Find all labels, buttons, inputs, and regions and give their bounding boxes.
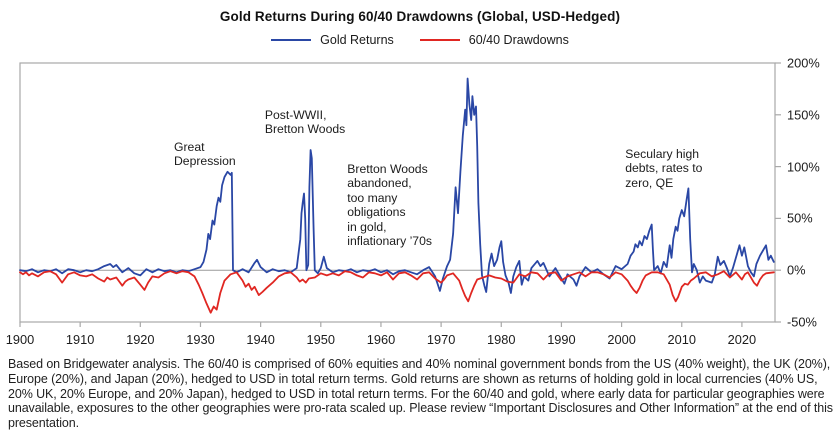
y-tick-label: 0% bbox=[787, 262, 806, 278]
x-tick-label: 1910 bbox=[65, 332, 95, 347]
y-tick-label: 200% bbox=[787, 55, 820, 71]
legend-item-gold-returns: Gold Returns bbox=[271, 33, 394, 47]
chart-title: Gold Returns During 60/40 Drawdowns (Glo… bbox=[219, 9, 621, 24]
legend-label-6040-drawdowns: 60/40 Drawdowns bbox=[468, 33, 569, 47]
footnote: Based on Bridgewater analysis. The 60/40… bbox=[8, 357, 833, 431]
series-line-gold-returns bbox=[19, 77, 775, 294]
legend-item-6040-drawdowns: 60/40 Drawdowns bbox=[419, 33, 569, 47]
y-tick-label: 150% bbox=[787, 107, 820, 123]
y-tick-label: 50% bbox=[787, 210, 813, 226]
x-tick-label: 1940 bbox=[246, 332, 275, 347]
series-line-60-40-drawdowns bbox=[19, 270, 775, 314]
x-tick-label: 1930 bbox=[186, 332, 215, 347]
x-tick-label: 1950 bbox=[306, 332, 336, 347]
x-tick-label: 1990 bbox=[547, 332, 576, 347]
x-tick-label: 1920 bbox=[126, 332, 155, 347]
x-tick-label: 2000 bbox=[607, 332, 636, 347]
x-tick-label: 2020 bbox=[727, 332, 757, 347]
x-tick-label: 1960 bbox=[366, 332, 396, 347]
x-tick-label: 2010 bbox=[667, 332, 696, 347]
gold-returns-line-swatch bbox=[271, 38, 312, 42]
y-tick-label: -50% bbox=[787, 314, 817, 330]
y-tick-label: 100% bbox=[787, 159, 820, 175]
plot-frame bbox=[19, 62, 776, 323]
legend-label-gold-returns: Gold Returns bbox=[320, 33, 394, 47]
legend: Gold Returns 60/40 Drawdowns bbox=[0, 33, 840, 47]
x-tick-label: 1900 bbox=[5, 332, 35, 347]
x-tick-label: 1970 bbox=[426, 332, 456, 347]
6040-drawdowns-line-swatch bbox=[419, 38, 460, 42]
x-tick-label: 1980 bbox=[487, 332, 516, 347]
